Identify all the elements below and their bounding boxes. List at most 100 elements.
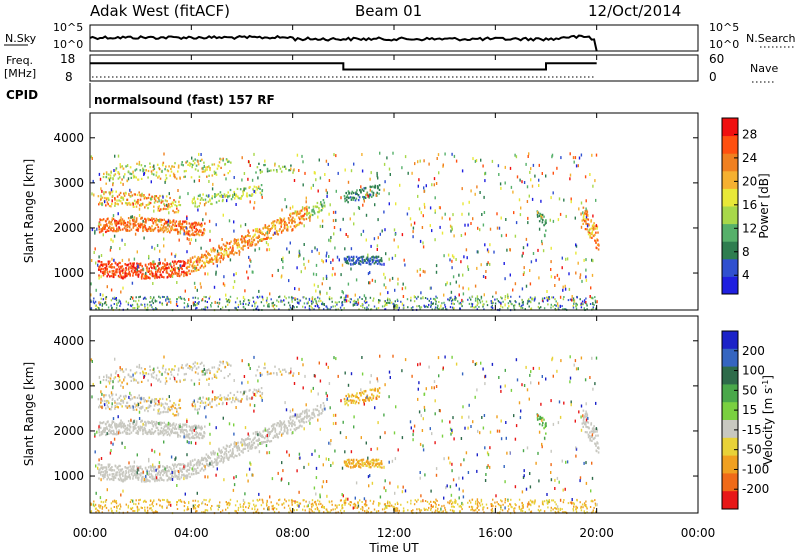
velocity-cell — [107, 380, 110, 383]
power-cell — [384, 180, 386, 184]
power-cell — [235, 193, 238, 196]
power-cell — [541, 213, 544, 216]
power-cell — [133, 199, 136, 202]
power-cell — [500, 302, 502, 305]
power-cell — [273, 307, 276, 310]
power-cell — [98, 228, 100, 231]
velocity-cell — [145, 421, 147, 424]
power-cell — [195, 164, 198, 167]
power-cell — [162, 161, 165, 164]
power-cell — [376, 191, 378, 194]
power-cell — [268, 237, 271, 240]
power-cell — [518, 295, 521, 298]
velocity-cell — [189, 475, 191, 478]
power-cell — [366, 301, 368, 304]
power-cell — [200, 197, 203, 200]
power-cell — [360, 233, 362, 237]
velocity-cell — [298, 426, 300, 429]
power-cell — [352, 198, 355, 201]
velocity-cell — [186, 468, 189, 471]
power-cell — [261, 195, 263, 199]
power-cell — [135, 300, 137, 303]
power-cell — [122, 167, 125, 170]
power-cell — [585, 207, 587, 211]
power-cell — [355, 192, 357, 196]
power-cell — [528, 298, 530, 301]
power-cell — [491, 307, 494, 310]
power-cell — [476, 266, 478, 270]
velocity-cell — [163, 410, 165, 413]
velocity-cell — [135, 422, 138, 425]
velocity-cell — [149, 421, 152, 424]
power-cell — [383, 162, 386, 166]
power-cell — [438, 301, 440, 303]
power-cell — [458, 273, 460, 277]
power-cell — [266, 170, 269, 173]
velocity-cell — [195, 424, 197, 427]
power-cell — [241, 195, 243, 198]
power-cell — [253, 201, 256, 205]
power-cell — [368, 196, 370, 199]
velocity-cell — [213, 453, 216, 456]
velocity-cell — [200, 459, 203, 462]
power-cell — [587, 213, 589, 217]
power-cell — [414, 162, 416, 166]
power-cell — [215, 223, 217, 227]
power-cell — [275, 169, 278, 172]
velocity-cell — [123, 395, 125, 398]
power-cell — [114, 201, 116, 204]
power-cell — [444, 305, 447, 308]
power-cell — [265, 299, 268, 302]
power-cell — [575, 307, 578, 310]
power-cell — [149, 201, 152, 205]
power-cell — [407, 171, 409, 175]
power-cell — [321, 301, 324, 304]
velocity-cell — [111, 466, 113, 469]
power-cell — [402, 295, 405, 298]
power-cell — [580, 302, 582, 305]
velocity-cell — [231, 455, 233, 458]
velocity-cell — [106, 399, 108, 403]
power-cell — [233, 239, 235, 242]
power-cell — [106, 173, 108, 176]
power-cell — [331, 273, 333, 277]
power-cell — [194, 158, 196, 161]
power-cell — [138, 207, 141, 211]
velocity-cell — [208, 464, 210, 468]
power-cell — [123, 219, 125, 222]
power-cell — [322, 303, 324, 306]
power-cell — [136, 307, 139, 310]
power-cell — [143, 173, 145, 176]
velocity-cell — [286, 426, 288, 430]
velocity-cell — [139, 429, 141, 432]
velocity-cell — [164, 407, 166, 410]
power-cell — [114, 198, 116, 201]
power-cell — [257, 296, 259, 299]
power-cell — [276, 299, 278, 302]
velocity-cell — [155, 420, 158, 424]
power-cell — [257, 185, 260, 188]
power-cell — [396, 298, 399, 301]
power-cell — [101, 271, 104, 274]
velocity-scatter — [90, 354, 600, 515]
power-cell — [326, 291, 328, 295]
velocity-cell — [128, 425, 131, 428]
velocity-cell — [254, 436, 256, 439]
velocity-cell — [148, 421, 150, 424]
power-cell — [178, 238, 180, 242]
velocity-cell — [227, 375, 229, 378]
power-cell — [394, 288, 396, 292]
power-cell — [196, 260, 198, 264]
power-cell — [352, 257, 355, 260]
power-cell — [420, 211, 422, 215]
power-cell — [261, 189, 264, 192]
power-cell — [565, 308, 567, 311]
velocity-cell — [111, 469, 114, 472]
velocity-cell — [130, 467, 133, 470]
power-cell — [165, 271, 168, 274]
power-cell — [186, 265, 189, 268]
power-cell — [151, 300, 153, 303]
power-cell — [305, 217, 308, 221]
power-cell — [485, 300, 488, 303]
power-cell — [213, 250, 216, 253]
